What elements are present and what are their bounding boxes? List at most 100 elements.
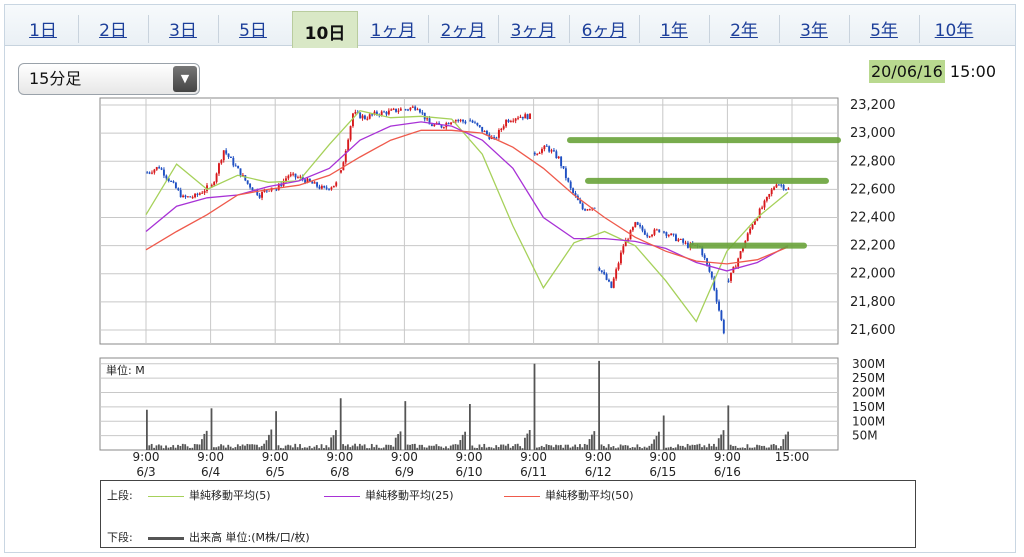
- tab-period[interactable]: 5年: [870, 21, 898, 41]
- volume-bar: [705, 447, 708, 450]
- candle-body: [234, 165, 237, 167]
- volume-bar: [571, 446, 574, 450]
- candle-body: [225, 150, 228, 154]
- volume-bar: [693, 445, 696, 450]
- volume-bar: [454, 444, 457, 450]
- volume-bar: [679, 445, 682, 450]
- candle-body: [232, 157, 235, 166]
- candle-body: [184, 195, 187, 197]
- legend-upper-label: 上段:: [107, 489, 133, 502]
- x-tick-time-label: 9:00: [326, 450, 353, 464]
- price-tick-label: 22,000: [850, 267, 896, 282]
- candle-body: [572, 188, 575, 193]
- candle-body: [196, 193, 199, 195]
- volume-bar: [172, 445, 175, 450]
- x-tick-time-label: 9:00: [133, 450, 160, 464]
- tab-period[interactable]: 2日: [99, 21, 127, 41]
- volume-bar: [741, 447, 744, 450]
- candle-body: [174, 182, 177, 189]
- candle-body: [418, 109, 421, 113]
- tab-period[interactable]: 5日: [239, 21, 267, 41]
- candle-body: [366, 118, 369, 120]
- tab-period[interactable]: 2年: [730, 21, 758, 41]
- tab-period[interactable]: 2ヶ月: [440, 21, 486, 41]
- volume-bar: [260, 445, 263, 450]
- volume-bar: [727, 405, 730, 450]
- candle-body: [380, 111, 383, 116]
- volume-bar: [232, 448, 234, 450]
- volume-bar: [550, 445, 553, 450]
- volume-bar: [746, 444, 749, 450]
- volume-bar: [191, 447, 194, 450]
- volume-bar: [557, 445, 560, 450]
- volume-bar: [433, 445, 435, 450]
- candle-body: [229, 156, 232, 158]
- candle-body: [550, 150, 553, 152]
- ma5-line: [145, 109, 789, 323]
- candle-body: [485, 131, 488, 135]
- dropdown-arrow-icon[interactable]: ▼: [173, 66, 197, 92]
- candle-body: [514, 118, 517, 121]
- x-tick-date-label: 6/10: [456, 465, 483, 479]
- volume-bar: [375, 444, 378, 450]
- volume-bar: [291, 447, 294, 450]
- tab-period[interactable]: 1年: [660, 21, 688, 41]
- tab-period[interactable]: 1ヶ月: [370, 21, 416, 41]
- candle-body: [701, 246, 704, 256]
- tab-period[interactable]: 1日: [29, 21, 57, 41]
- price-tick-label: 21,600: [850, 323, 896, 338]
- volume-bar: [421, 444, 423, 450]
- candle-body: [517, 117, 520, 119]
- ma25-line: [145, 121, 789, 272]
- candle-body: [399, 108, 402, 111]
- candle-body: [739, 251, 742, 259]
- volume-bar: [653, 439, 656, 450]
- candle-body: [246, 180, 249, 184]
- volume-bar: [469, 404, 471, 450]
- candle-body: [287, 175, 290, 179]
- volume-bar: [174, 447, 177, 450]
- candle-body: [598, 268, 601, 271]
- volume-bar: [445, 446, 447, 450]
- tab-period[interactable]: 10日: [292, 11, 358, 48]
- candle-body: [780, 184, 783, 186]
- candle-body: [557, 156, 560, 159]
- volume-bar: [440, 446, 443, 450]
- volume-tick-label: 100M: [852, 414, 885, 428]
- legend-item-ma50: 単純移動平均(50): [499, 487, 634, 503]
- candle-body: [191, 197, 194, 199]
- tab-period[interactable]: 6ヶ月: [581, 21, 627, 41]
- volume-bar: [667, 447, 670, 450]
- tab-period[interactable]: 3ヶ月: [510, 21, 556, 41]
- volume-bar: [394, 437, 397, 450]
- candle-body: [177, 188, 180, 191]
- volume-bar: [275, 411, 277, 450]
- volume-bar: [442, 447, 445, 450]
- volume-bar: [629, 447, 632, 450]
- candle-body: [373, 111, 376, 115]
- tab-period[interactable]: 3日: [169, 21, 197, 41]
- legend-swatch-ma5: [148, 495, 184, 497]
- candle-body: [718, 301, 720, 311]
- x-tick-time-label: 9:00: [585, 450, 612, 464]
- candle-body: [641, 226, 644, 231]
- volume-bar: [413, 443, 416, 450]
- candle-body: [409, 107, 412, 110]
- volume-bar: [763, 445, 766, 450]
- volume-bar: [358, 443, 361, 450]
- candle-body: [265, 190, 268, 192]
- volume-bar: [244, 445, 246, 450]
- volume-bar: [428, 445, 431, 450]
- tab-period[interactable]: 10年: [934, 21, 974, 41]
- x-tick-date-label: 6/9: [395, 465, 414, 479]
- interval-select[interactable]: 15分足 ▼: [18, 63, 200, 95]
- volume-bar: [258, 447, 261, 450]
- volume-bar: [638, 446, 641, 450]
- tab-separator: [709, 15, 710, 43]
- candle-body: [600, 270, 603, 272]
- candle-body: [574, 192, 577, 196]
- x-tick-date-label: 6/11: [520, 465, 547, 479]
- candle-body: [344, 150, 347, 163]
- tab-period[interactable]: 3年: [800, 21, 828, 41]
- candle-body: [648, 236, 651, 238]
